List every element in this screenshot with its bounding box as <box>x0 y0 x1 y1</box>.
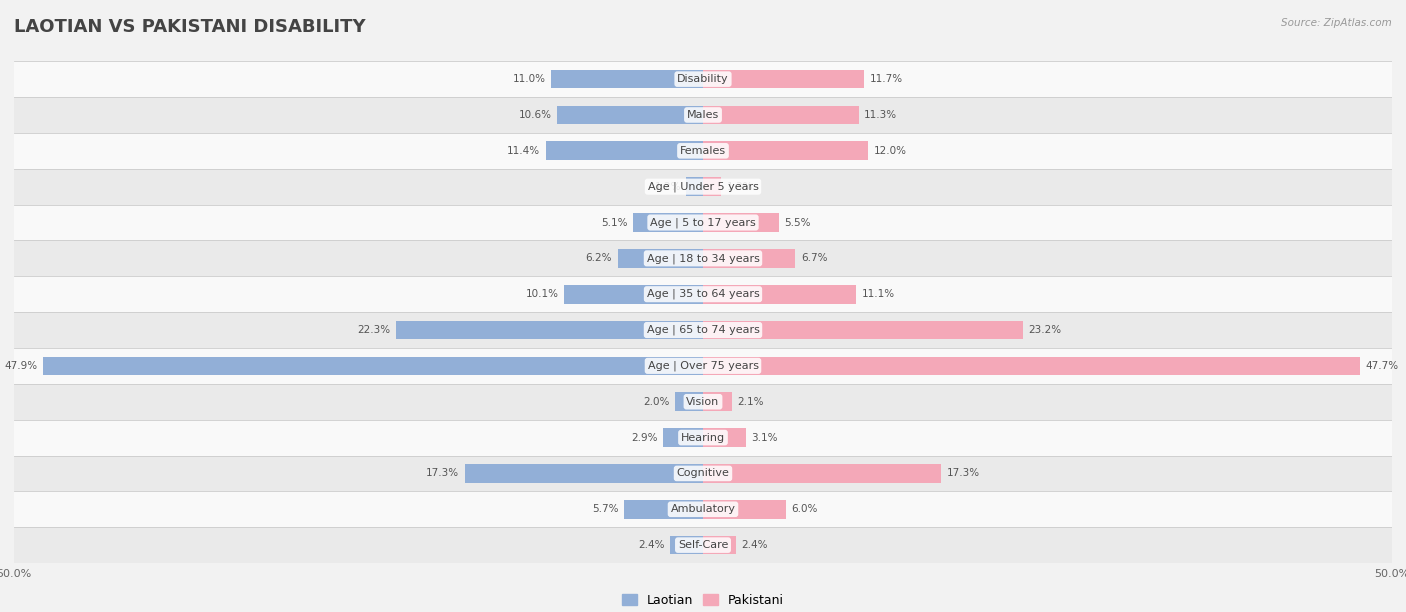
Bar <box>14 241 1392 276</box>
Text: 17.3%: 17.3% <box>946 468 980 479</box>
Bar <box>14 384 1392 420</box>
Bar <box>703 249 796 267</box>
Bar <box>14 420 1392 455</box>
Bar <box>14 527 1392 563</box>
Text: Age | 65 to 74 years: Age | 65 to 74 years <box>647 325 759 335</box>
Text: 2.9%: 2.9% <box>631 433 658 442</box>
Bar <box>703 392 733 411</box>
Text: 22.3%: 22.3% <box>357 325 391 335</box>
Bar <box>703 464 942 483</box>
Text: 5.1%: 5.1% <box>600 217 627 228</box>
Text: 11.3%: 11.3% <box>865 110 897 120</box>
Bar <box>703 500 786 518</box>
Bar <box>44 357 703 375</box>
Bar <box>546 141 703 160</box>
Text: 6.7%: 6.7% <box>801 253 827 263</box>
Bar <box>551 70 703 89</box>
Bar <box>14 133 1392 169</box>
Text: Self-Care: Self-Care <box>678 540 728 550</box>
Text: Ambulatory: Ambulatory <box>671 504 735 514</box>
Bar <box>664 428 703 447</box>
Text: 11.0%: 11.0% <box>513 74 546 84</box>
Bar <box>14 61 1392 97</box>
Text: 47.7%: 47.7% <box>1365 361 1399 371</box>
Bar <box>703 321 1022 340</box>
Bar <box>703 177 721 196</box>
Text: Cognitive: Cognitive <box>676 468 730 479</box>
Bar <box>395 321 703 340</box>
Legend: Laotian, Pakistani: Laotian, Pakistani <box>621 594 785 607</box>
Bar <box>14 455 1392 491</box>
Text: 47.9%: 47.9% <box>4 361 38 371</box>
Text: 2.4%: 2.4% <box>638 540 665 550</box>
Text: 10.1%: 10.1% <box>526 289 558 299</box>
Text: 17.3%: 17.3% <box>426 468 460 479</box>
Bar <box>14 348 1392 384</box>
Bar <box>703 213 779 232</box>
Bar <box>14 276 1392 312</box>
Bar <box>617 249 703 267</box>
Text: 5.5%: 5.5% <box>785 217 811 228</box>
Text: Hearing: Hearing <box>681 433 725 442</box>
Text: Disability: Disability <box>678 74 728 84</box>
Bar <box>703 141 869 160</box>
Text: 2.0%: 2.0% <box>644 397 669 407</box>
Bar <box>703 357 1360 375</box>
Text: Age | Over 75 years: Age | Over 75 years <box>648 360 758 371</box>
Bar <box>633 213 703 232</box>
Text: Age | 35 to 64 years: Age | 35 to 64 years <box>647 289 759 299</box>
Bar <box>14 97 1392 133</box>
Bar <box>703 70 865 89</box>
Text: 6.2%: 6.2% <box>585 253 612 263</box>
Text: 3.1%: 3.1% <box>751 433 778 442</box>
Bar <box>703 285 856 304</box>
Bar <box>703 106 859 124</box>
Text: 11.7%: 11.7% <box>870 74 903 84</box>
Text: 11.1%: 11.1% <box>862 289 894 299</box>
Text: Source: ZipAtlas.com: Source: ZipAtlas.com <box>1281 18 1392 28</box>
Text: Vision: Vision <box>686 397 720 407</box>
Bar <box>669 536 703 554</box>
Text: 10.6%: 10.6% <box>519 110 551 120</box>
Bar <box>564 285 703 304</box>
Bar <box>14 312 1392 348</box>
Bar <box>703 428 745 447</box>
Bar <box>14 169 1392 204</box>
Bar <box>14 204 1392 241</box>
Text: Age | Under 5 years: Age | Under 5 years <box>648 181 758 192</box>
Bar <box>686 177 703 196</box>
Text: 1.2%: 1.2% <box>654 182 681 192</box>
Text: Age | 18 to 34 years: Age | 18 to 34 years <box>647 253 759 264</box>
Bar <box>557 106 703 124</box>
Text: 23.2%: 23.2% <box>1028 325 1062 335</box>
Text: 11.4%: 11.4% <box>508 146 540 156</box>
Text: Males: Males <box>688 110 718 120</box>
Bar <box>675 392 703 411</box>
Text: Females: Females <box>681 146 725 156</box>
Bar <box>703 536 737 554</box>
Bar <box>464 464 703 483</box>
Text: 2.4%: 2.4% <box>741 540 768 550</box>
Text: LAOTIAN VS PAKISTANI DISABILITY: LAOTIAN VS PAKISTANI DISABILITY <box>14 18 366 36</box>
Text: 1.3%: 1.3% <box>727 182 754 192</box>
Text: 12.0%: 12.0% <box>875 146 907 156</box>
Text: 2.1%: 2.1% <box>738 397 763 407</box>
Bar <box>14 491 1392 527</box>
Text: Age | 5 to 17 years: Age | 5 to 17 years <box>650 217 756 228</box>
Bar <box>624 500 703 518</box>
Text: 5.7%: 5.7% <box>592 504 619 514</box>
Text: 6.0%: 6.0% <box>792 504 817 514</box>
